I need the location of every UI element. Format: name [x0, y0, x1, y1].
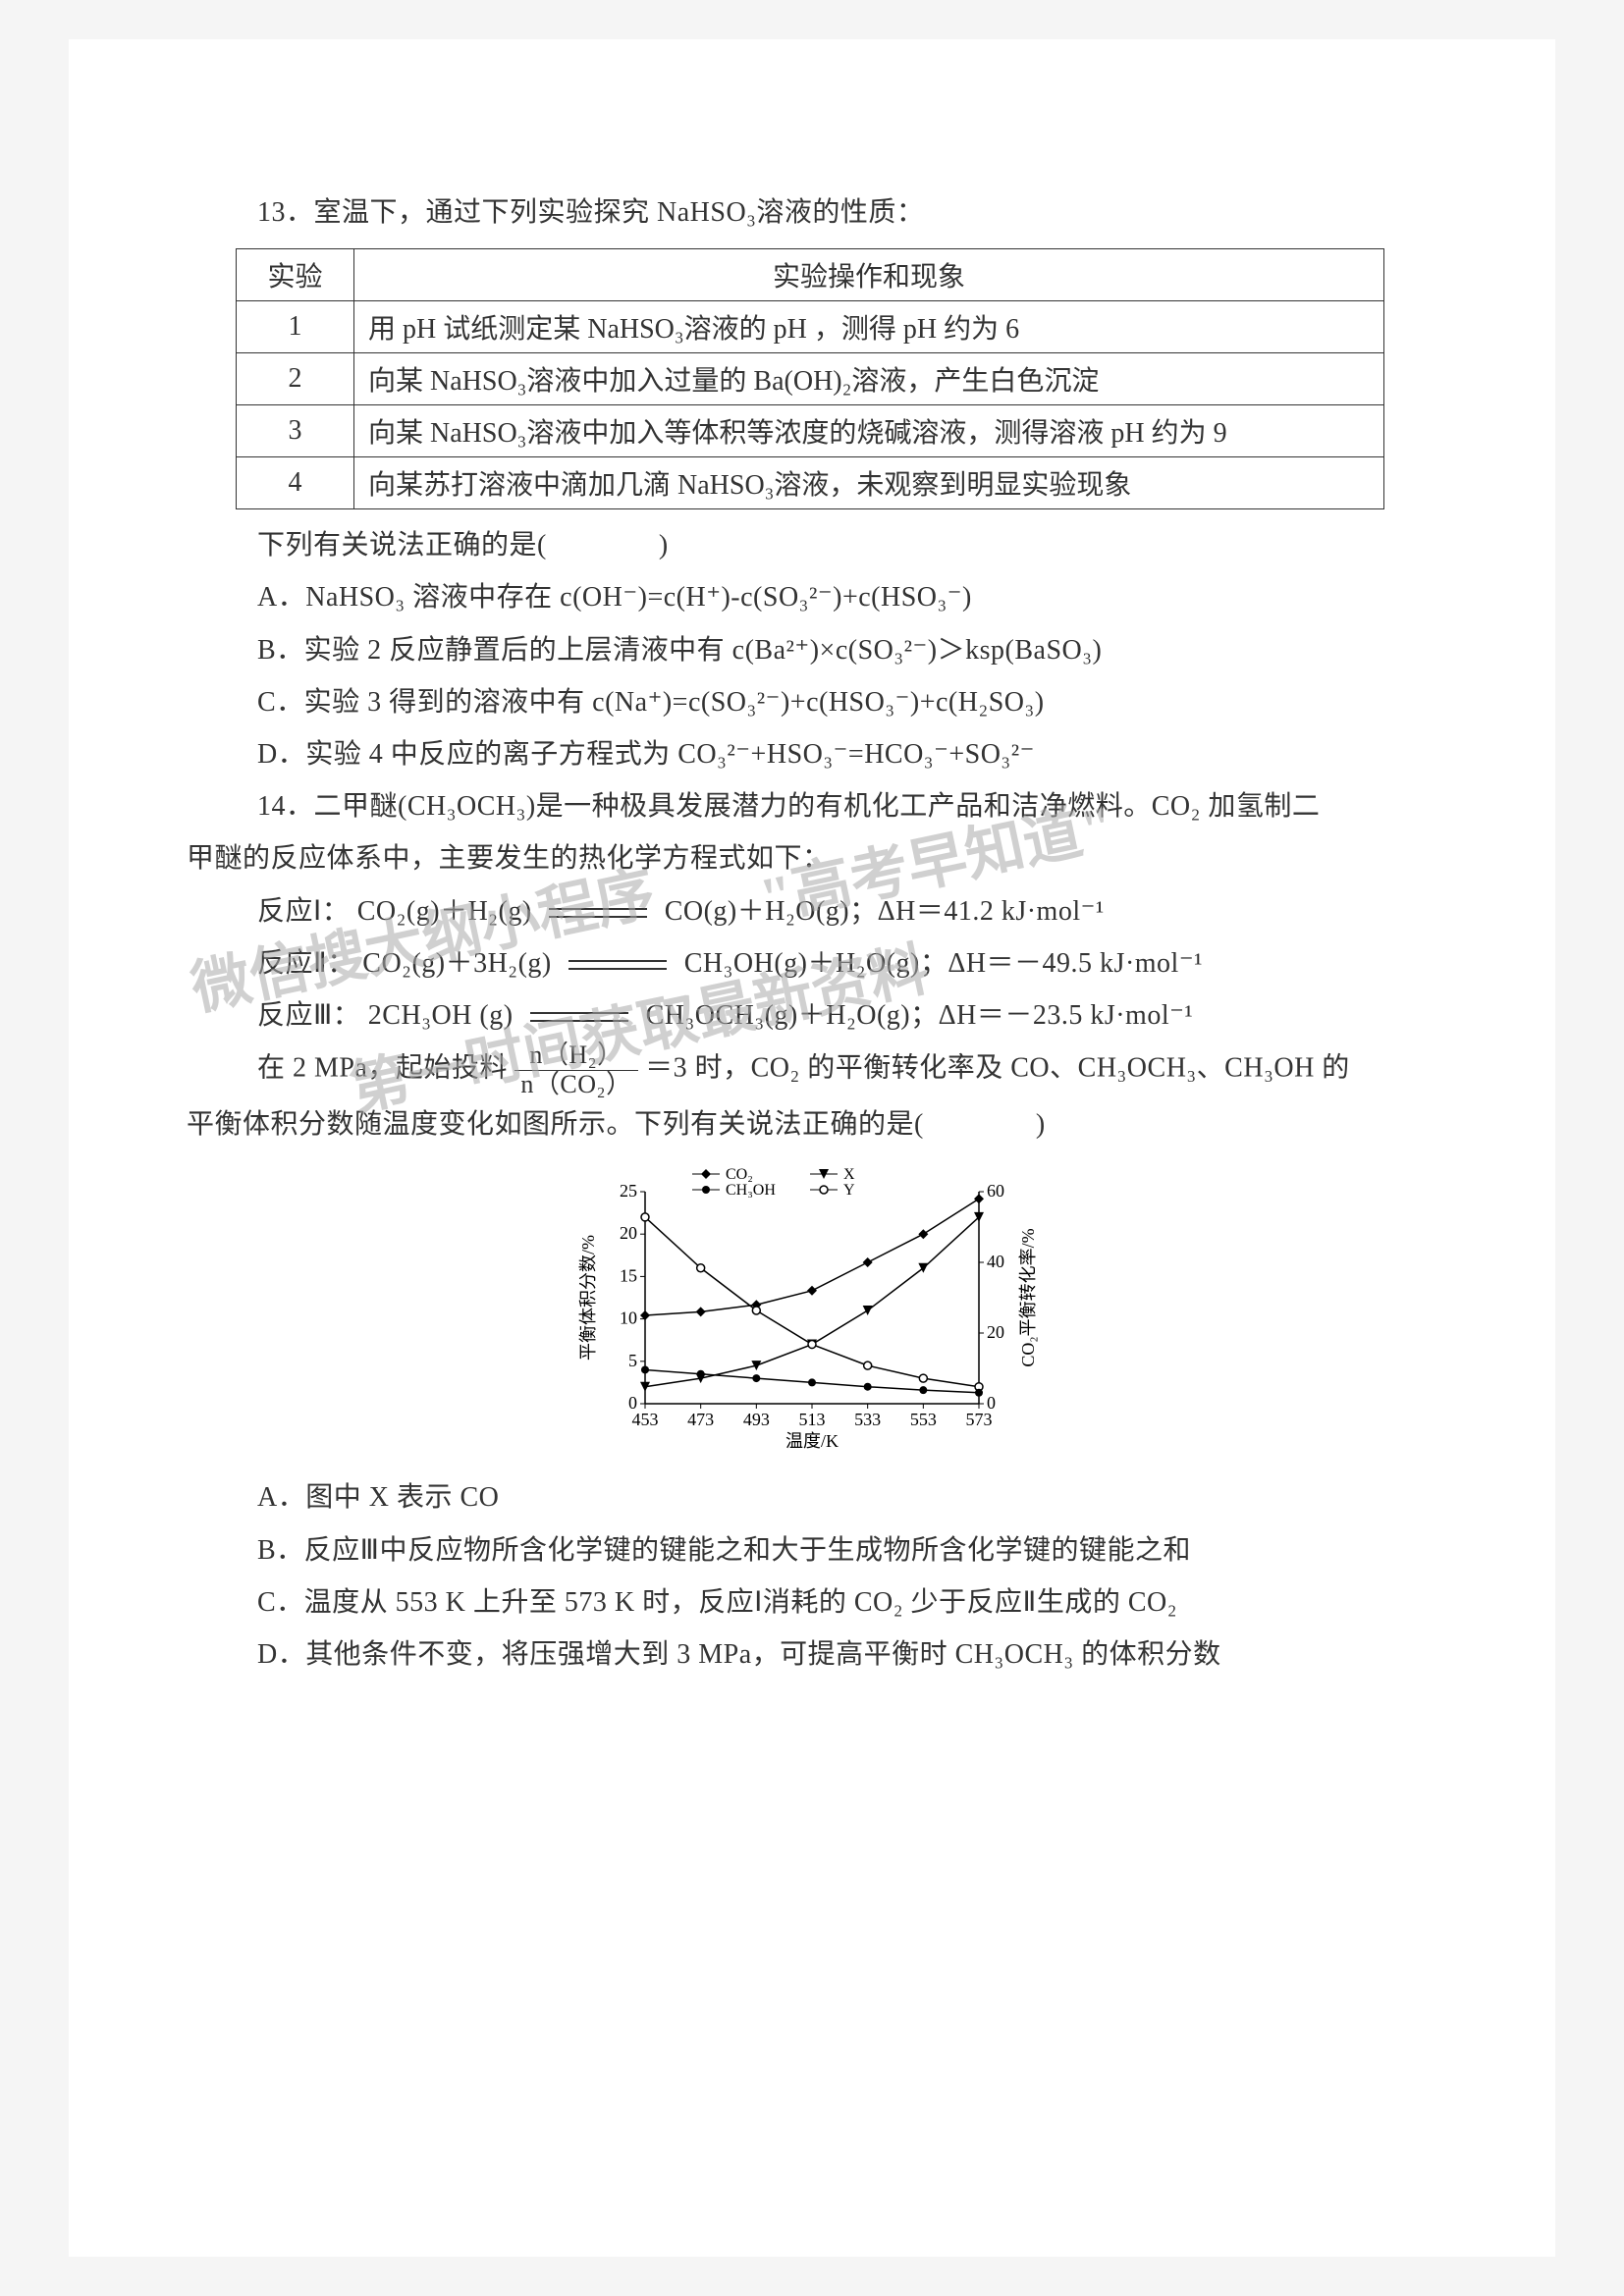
svg-text:40: 40 — [987, 1252, 1004, 1271]
svg-text:453: 453 — [632, 1410, 659, 1429]
svg-text:15: 15 — [620, 1266, 637, 1286]
svg-text:CO₂: CO₂ — [726, 1166, 753, 1183]
svg-text:10: 10 — [620, 1308, 637, 1328]
q13-stem: 下列有关说法正确的是( ) — [187, 519, 1437, 571]
q14-opt-b: B．反应Ⅲ中反应物所含化学键的键能之和大于生成物所含化学键的键能之和 — [187, 1524, 1437, 1576]
svg-text:Y: Y — [843, 1182, 855, 1199]
cell: 向某 NaHSO₃溶液中加入等体积等浓度的烧碱溶液，测得溶液 pH 约为 9 — [354, 405, 1384, 457]
svg-text:493: 493 — [743, 1410, 770, 1429]
q13-opt-d: D．实验 4 中反应的离子方程式为 CO₃²⁻+HSO₃⁻=HCO₃⁻+SO₃²… — [187, 728, 1437, 780]
svg-text:CO₂平衡转化率/%: CO₂平衡转化率/% — [1018, 1229, 1038, 1367]
svg-text:473: 473 — [687, 1410, 714, 1429]
svg-text:573: 573 — [966, 1410, 993, 1429]
svg-text:平衡体积分数/%: 平衡体积分数/% — [578, 1235, 598, 1361]
svg-text:5: 5 — [628, 1351, 637, 1370]
p2a: 在 2 MPa，起始投料 — [257, 1053, 514, 1084]
q14-opt-d: D．其他条件不变，将压强增大到 3 MPa，可提高平衡时 CH₃OCH₃ 的体积… — [187, 1629, 1437, 1681]
cell: 3 — [237, 405, 354, 457]
fraction: n（H₂） n（CO₂） — [514, 1041, 637, 1098]
q14-reaction-2: 反应Ⅱ： CO₂(g)＋3H₂(g) CH₃OH(g)＋H₂O(g)；ΔH＝－4… — [187, 937, 1437, 989]
r2-right: CH₃OH(g)＋H₂O(g)；ΔH＝－49.5 kJ·mol⁻¹ — [684, 948, 1203, 979]
cell: 1 — [237, 301, 354, 353]
q14-intro-1: 14．二甲醚(CH₃OCH₃)是一种极具发展潜力的有机化工产品和洁净燃料。CO₂… — [187, 780, 1437, 832]
q13-intro: 13．室温下，通过下列实验探究 NaHSO₃溶液的性质： — [187, 187, 1437, 239]
table-row: 3 向某 NaHSO₃溶液中加入等体积等浓度的烧碱溶液，测得溶液 pH 约为 9 — [237, 405, 1384, 457]
q14-intro-2: 甲醚的反应体系中，主要发生的热化学方程式如下： — [187, 832, 1437, 884]
r3-right: CH₃OCH₃(g)＋H₂O(g)；ΔH＝－23.5 kJ·mol⁻¹ — [646, 1000, 1194, 1031]
q14-condition-2: 平衡体积分数随温度变化如图所示。下列有关说法正确的是( ) — [187, 1098, 1437, 1150]
q14-reaction-1: 反应Ⅰ： CO₂(g)＋H₂(g) CO(g)＋H₂O(g)；ΔH＝41.2 k… — [187, 885, 1437, 937]
table-row: 2 向某 NaHSO₃溶液中加入过量的 Ba(OH)₂溶液，产生白色沉淀 — [237, 353, 1384, 405]
q13-opt-c: C．实验 3 得到的溶液中有 c(Na⁺)=c(SO₃²⁻)+c(HSO₃⁻)+… — [187, 676, 1437, 728]
svg-text:513: 513 — [799, 1410, 826, 1429]
r2-left: 反应Ⅱ： CO₂(g)＋3H₂(g) — [257, 948, 552, 979]
equilibrium-arrow-icon — [559, 956, 677, 974]
p2b: ＝3 时，CO₂ 的平衡转化率及 CO、CH₃OCH₃、CH₃OH 的 — [645, 1053, 1350, 1084]
r1-right: CO(g)＋H₂O(g)；ΔH＝41.2 kJ·mol⁻¹ — [665, 896, 1105, 927]
svg-text:533: 533 — [854, 1410, 881, 1429]
q13-table: 实验 实验操作和现象 1 用 pH 试纸测定某 NaHSO₃溶液的 pH ，测得… — [236, 248, 1384, 509]
cell: 用 pH 试纸测定某 NaHSO₃溶液的 pH ，测得 pH 约为 6 — [354, 301, 1384, 353]
svg-text:温度/K: 温度/K — [785, 1431, 839, 1451]
equilibrium-arrow-icon — [539, 904, 657, 922]
cell: 2 — [237, 353, 354, 405]
svg-text:553: 553 — [910, 1410, 937, 1429]
svg-text:60: 60 — [987, 1181, 1004, 1201]
chart-container: 05101520250204060453473493513533553573温度… — [187, 1158, 1437, 1458]
equilibrium-chart: 05101520250204060453473493513533553573温度… — [576, 1158, 1048, 1453]
table-row: 4 向某苏打溶液中滴加几滴 NaHSO₃溶液，未观察到明显实验现象 — [237, 457, 1384, 509]
q14-opt-c: C．温度从 553 K 上升至 573 K 时，反应Ⅰ消耗的 CO₂ 少于反应Ⅱ… — [187, 1576, 1437, 1629]
q14-opt-a: A．图中 X 表示 CO — [187, 1471, 1437, 1523]
svg-text:X: X — [843, 1166, 855, 1183]
svg-text:20: 20 — [620, 1224, 637, 1244]
q14-condition: 在 2 MPa，起始投料 n（H₂） n（CO₂） ＝3 时，CO₂ 的平衡转化… — [187, 1041, 1437, 1098]
table-row: 1 用 pH 试纸测定某 NaHSO₃溶液的 pH ，测得 pH 约为 6 — [237, 301, 1384, 353]
svg-text:20: 20 — [987, 1322, 1004, 1342]
th-exp: 实验 — [237, 249, 354, 301]
svg-text:25: 25 — [620, 1181, 637, 1201]
table-row: 实验 实验操作和现象 — [237, 249, 1384, 301]
r3-left: 反应Ⅲ： 2CH₃OH (g) — [257, 1000, 514, 1031]
svg-text:CH₃OH: CH₃OH — [726, 1182, 776, 1199]
q14-reaction-3: 反应Ⅲ： 2CH₃OH (g) CH₃OCH₃(g)＋H₂O(g)；ΔH＝－23… — [187, 989, 1437, 1041]
cell: 向某 NaHSO₃溶液中加入过量的 Ba(OH)₂溶液，产生白色沉淀 — [354, 353, 1384, 405]
q13-opt-b: B．实验 2 反应静置后的上层清液中有 c(Ba²⁺)×c(SO₃²⁻)＞ksp… — [187, 624, 1437, 676]
q13-opt-a: A．NaHSO₃ 溶液中存在 c(OH⁻)=c(H⁺)-c(SO₃²⁻)+c(H… — [187, 571, 1437, 623]
cell: 4 — [237, 457, 354, 509]
frac-den: n（CO₂） — [514, 1071, 637, 1099]
th-desc: 实验操作和现象 — [354, 249, 1384, 301]
r1-left: 反应Ⅰ： CO₂(g)＋H₂(g) — [257, 896, 532, 927]
equilibrium-arrow-icon — [520, 1008, 638, 1026]
page: 13．室温下，通过下列实验探究 NaHSO₃溶液的性质： 实验 实验操作和现象 … — [69, 39, 1555, 2257]
frac-num: n（H₂） — [514, 1041, 637, 1071]
cell: 向某苏打溶液中滴加几滴 NaHSO₃溶液，未观察到明显实验现象 — [354, 457, 1384, 509]
